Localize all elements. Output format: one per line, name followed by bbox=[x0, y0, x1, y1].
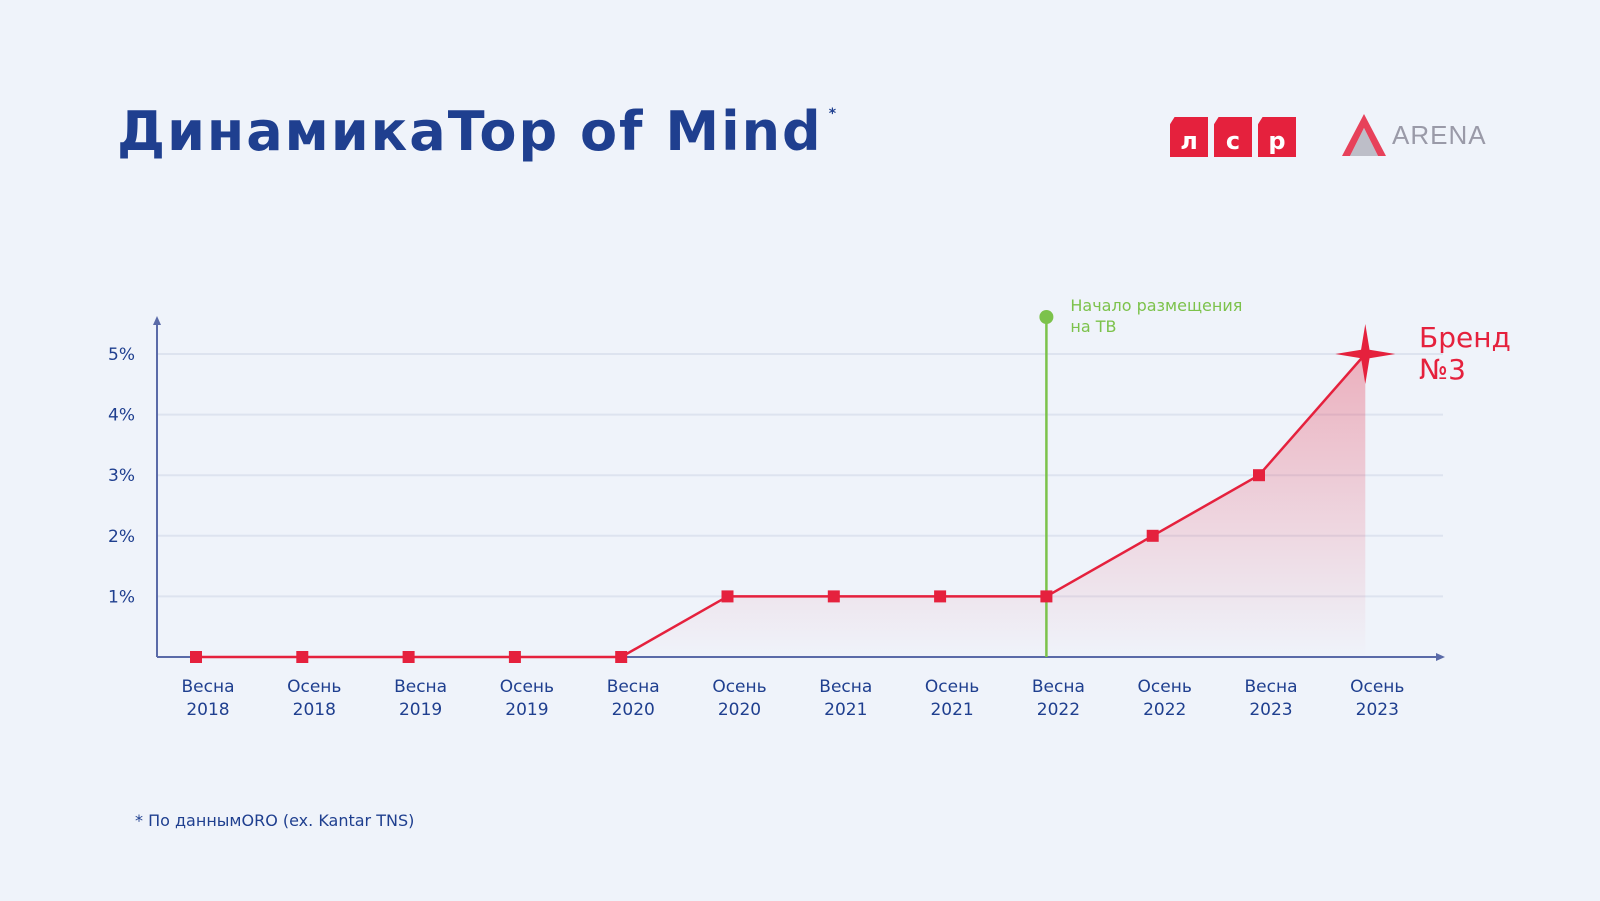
page-title: ДинамикаTop of Mind * bbox=[117, 100, 838, 163]
y-tick-label: 4% bbox=[108, 406, 135, 426]
y-axis-arrow bbox=[153, 316, 161, 325]
arena-logo: ARENA bbox=[1340, 112, 1487, 158]
lsr-logo-letter-1: л bbox=[1170, 117, 1208, 157]
tv-start-label: Начало размещения на ТВ bbox=[1070, 296, 1242, 336]
data-point bbox=[508, 651, 521, 663]
arena-mountain-icon bbox=[1342, 114, 1386, 156]
x-tick-label: Весна 2023 bbox=[1244, 677, 1297, 720]
x-tick-label: Осень 2018 bbox=[287, 677, 341, 720]
x-tick-label: Весна 2018 bbox=[181, 677, 234, 720]
x-tick-label: Весна 2021 bbox=[819, 677, 872, 720]
data-point bbox=[934, 590, 947, 603]
lsr-logo: л с р bbox=[1170, 117, 1296, 157]
data-point bbox=[296, 651, 309, 663]
data-point bbox=[190, 651, 202, 663]
series-end-star-marker bbox=[1335, 324, 1396, 384]
y-tick-label: 2% bbox=[108, 527, 135, 547]
x-axis-arrow bbox=[1436, 653, 1445, 661]
x-tick-label: Осень 2020 bbox=[712, 677, 766, 720]
x-tick-label: Осень 2021 bbox=[925, 677, 979, 720]
data-point bbox=[402, 651, 415, 663]
data-point bbox=[827, 590, 840, 603]
x-tick-label: Весна 2020 bbox=[607, 677, 660, 720]
series-label: Бренд №3 bbox=[1419, 321, 1511, 386]
series-area bbox=[196, 354, 1366, 657]
series-line bbox=[196, 353, 1367, 659]
arena-logo-text: ARENA bbox=[1392, 119, 1487, 150]
title-footnote-mark: * bbox=[828, 106, 839, 122]
data-point bbox=[1146, 529, 1159, 542]
x-tick-label: Весна 2022 bbox=[1032, 677, 1085, 720]
data-point bbox=[615, 651, 628, 663]
footnote: * По даннымORO (ex. Kantar TNS) bbox=[135, 811, 415, 830]
x-tick-label: Осень 2022 bbox=[1138, 677, 1192, 720]
lsr-logo-letter-2: с bbox=[1214, 117, 1252, 157]
tv-start-marker bbox=[1039, 310, 1054, 324]
data-point bbox=[1253, 469, 1265, 482]
y-tick-label: 1% bbox=[108, 587, 135, 607]
data-point bbox=[721, 590, 734, 603]
x-tick-label: Весна 2019 bbox=[394, 677, 447, 720]
y-tick-label: 3% bbox=[108, 466, 135, 486]
x-tick-label: Осень 2023 bbox=[1350, 677, 1404, 720]
x-tick-label: Осень 2019 bbox=[500, 677, 554, 720]
y-tick-label: 5% bbox=[108, 345, 135, 365]
page-title-text: ДинамикаTop of Mind bbox=[117, 100, 823, 163]
lsr-logo-letter-3: р bbox=[1258, 117, 1296, 157]
data-point bbox=[1040, 590, 1053, 603]
